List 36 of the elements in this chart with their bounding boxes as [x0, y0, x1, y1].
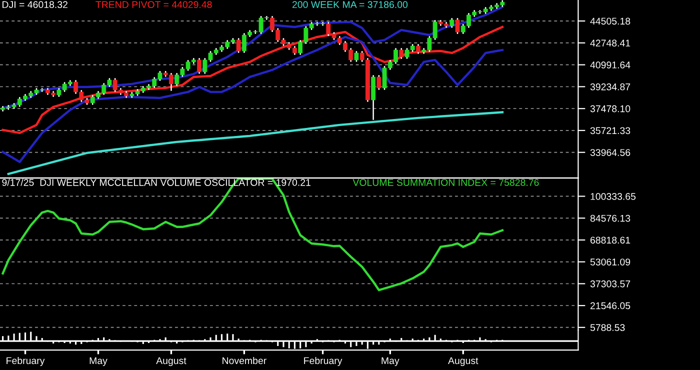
x-tick-label: May	[90, 357, 108, 366]
candlestick	[197, 57, 202, 74]
candlestick	[399, 47, 404, 60]
y-tick-label: 40991.64	[590, 62, 630, 68]
x-tick-label: February	[6, 356, 45, 366]
y-tick-label: 37303.57	[590, 280, 630, 288]
line-series	[7, 111, 504, 176]
y-tick-label: 53061.09	[590, 258, 630, 266]
chart-title: DJI = 46018.32	[2, 1, 68, 8]
x-tick-label: May	[382, 357, 400, 366]
y-tick-label: 68818.61	[590, 236, 630, 244]
y-tick-label: 37478.10	[590, 105, 630, 112]
y-tick-label: 21546.05	[590, 302, 630, 310]
y-tick-label: 84576.13	[590, 214, 630, 222]
candlestick	[450, 17, 454, 28]
y-tick-label: 100333.65	[590, 193, 636, 200]
x-tick-label: August	[156, 357, 186, 366]
x-tick-label: August	[448, 357, 478, 366]
y-tick-label: 33964.56	[590, 149, 630, 156]
y-tick-label: 39234.87	[590, 83, 630, 90]
x-tick-label: November	[222, 356, 266, 364]
text: 200 WEEK MA = 37186.00	[292, 1, 408, 8]
y-tick-label: 42748.41	[590, 40, 630, 47]
text: TREND PIVOT = 44029.48	[96, 1, 212, 8]
text: VOLUME SUMMATION INDEX = 75828.76	[352, 179, 539, 186]
candlestick	[236, 38, 241, 54]
x-tick-label: February	[304, 356, 342, 366]
candlestick	[455, 17, 460, 35]
line-series	[2, 36, 504, 164]
candlestick	[416, 43, 420, 54]
y-tick-label: 35721.33	[590, 127, 630, 134]
candlestick	[354, 50, 359, 62]
candlestick	[376, 74, 382, 90]
y-tick-label: 44505.18	[590, 18, 630, 25]
y-tick-label: 5788.53	[590, 324, 625, 332]
candlestick	[371, 74, 376, 121]
